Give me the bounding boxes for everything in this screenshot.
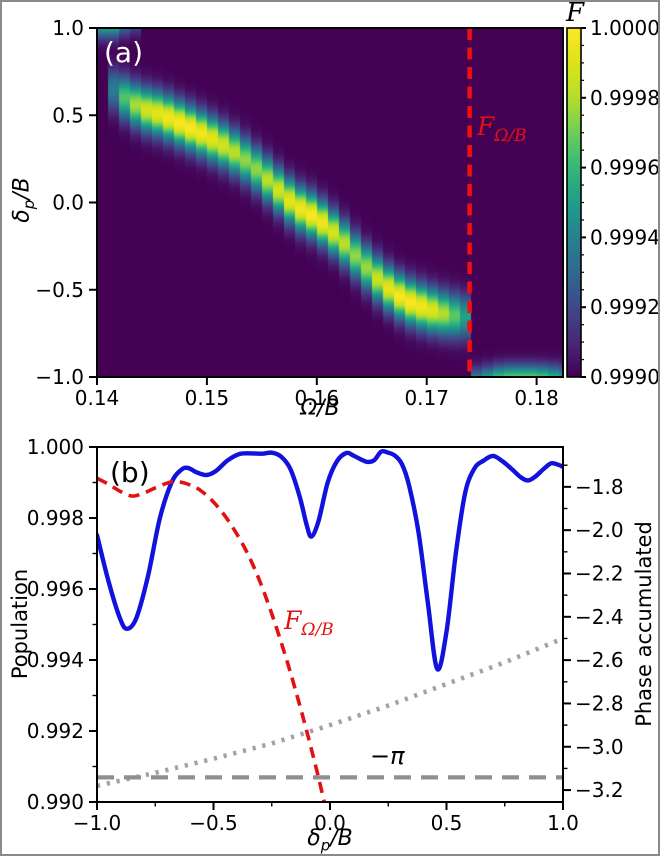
panel-b-letter: (b) xyxy=(110,456,150,489)
panel-b-right-tick-label: −2.2 xyxy=(575,561,624,585)
colorbar-tick-label: 0.9990 xyxy=(590,365,660,389)
panel-a-spine xyxy=(96,27,564,378)
colorbar-title: F xyxy=(565,0,585,28)
panel-b-right-tick-label: −2.8 xyxy=(575,691,624,715)
panel-b-right-tick-label: −2.6 xyxy=(575,648,624,672)
panel-a-x-tick-label: 0.15 xyxy=(185,386,230,410)
panel-b-left-tick-label: 0.998 xyxy=(27,506,84,530)
panel-b-right-tick-label: −3.0 xyxy=(575,735,624,759)
panel-b-x-tick-label: 0.0 xyxy=(314,811,346,835)
panel-a-y-tick-label: −1.0 xyxy=(35,365,84,389)
minus-pi-annotation: −π xyxy=(370,742,405,770)
colorbar-tick-label: 0.9992 xyxy=(590,295,660,319)
colorbar-tick-label: 1.0000 xyxy=(590,16,660,40)
panel-b-left-tick-label: 1.000 xyxy=(27,435,84,459)
panel-a-x-tick-label: 0.18 xyxy=(514,386,559,410)
panel-a-x-tick-label: 0.14 xyxy=(75,386,120,410)
panel-b-ylabel-right: Phase accumulated xyxy=(632,521,656,727)
panel-a-ylabel: δp/B xyxy=(9,177,38,223)
panel-b-right-tick-label: −2.0 xyxy=(575,518,624,542)
panel-a-y-tick-label: 0.0 xyxy=(52,191,84,215)
panel-b-left-tick-label: 0.996 xyxy=(27,577,84,601)
panel-a-x-tick-label: 0.16 xyxy=(295,386,340,410)
panel-b-right-tick-label: −1.8 xyxy=(575,475,624,499)
panel-b-spine xyxy=(96,446,564,803)
panel-b-x-tick-label: 0.5 xyxy=(431,811,463,835)
phase-accumulated-curve xyxy=(97,636,563,789)
colorbar-tick-label: 0.9996 xyxy=(590,156,660,180)
colorbar-gradient xyxy=(567,28,581,377)
panel-b-left-tick-label: 0.992 xyxy=(27,719,84,743)
panel-b-left-tick-label: 0.994 xyxy=(27,648,84,672)
panel-b-right-tick-label: −2.4 xyxy=(575,605,624,629)
panel-b-x-tick-label: −0.5 xyxy=(189,811,238,835)
fidelity-f-b-curve xyxy=(97,476,327,802)
panel-b-curve-label: FΩ/B xyxy=(284,606,334,640)
colorbar-tick-label: 0.9998 xyxy=(590,86,660,110)
colorbar-spine xyxy=(566,27,582,378)
panel-b-x-tick-label: −1.0 xyxy=(73,811,122,835)
panel-b-x-tick-label: 1.0 xyxy=(547,811,579,835)
population-curve xyxy=(97,448,563,672)
panel-a-x-tick-label: 0.17 xyxy=(404,386,449,410)
panel-a-y-tick-label: −0.5 xyxy=(35,278,84,302)
panel-b-ylabel-left: Population xyxy=(8,568,32,680)
panel-a-y-tick-label: 1.0 xyxy=(52,16,84,40)
panel-a-letter: (a) xyxy=(104,36,144,69)
colorbar-tick-label: 0.9994 xyxy=(590,225,660,249)
panel-a-y-tick-label: 0.5 xyxy=(52,103,84,127)
panel-b-right-tick-label: −3.2 xyxy=(575,778,624,802)
panel-a-heatmap xyxy=(97,28,563,377)
panel-b-left-tick-label: 0.990 xyxy=(27,790,84,814)
panel-a-vline-label: FΩ/B xyxy=(477,112,527,146)
